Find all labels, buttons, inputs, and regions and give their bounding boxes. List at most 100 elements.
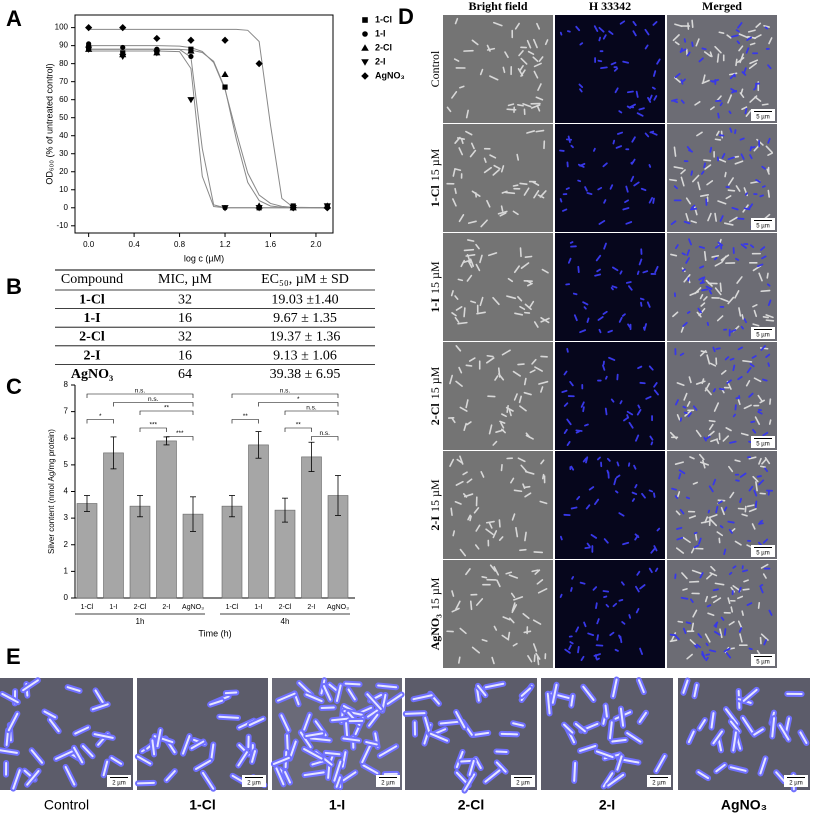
bacterium: [680, 79, 684, 85]
significance-bracket: n.s.: [113, 396, 194, 407]
bacterium: [606, 457, 611, 462]
bacterium: [492, 296, 500, 306]
bacterium: [694, 644, 698, 649]
bacterium: [731, 34, 739, 38]
bacterium: [703, 162, 707, 169]
bacterium: [517, 457, 526, 463]
bacterium: [697, 771, 710, 780]
bacterium: [597, 456, 601, 461]
bacterium: [683, 392, 688, 401]
bacterium: [718, 387, 725, 391]
marker: [221, 205, 229, 212]
bacterium: [759, 584, 764, 588]
bacterium: [727, 94, 733, 104]
row-label: 2-I 15 µM: [428, 479, 442, 531]
bacterium: [619, 635, 623, 644]
bacterium: [682, 679, 689, 694]
x-tick-label: 1.6: [265, 240, 277, 249]
bacterium: [759, 519, 764, 523]
bacterium: [723, 506, 728, 512]
bacterium: [333, 760, 342, 782]
bacterium: [654, 567, 659, 572]
bacterium: [708, 485, 714, 493]
bacterium: [701, 288, 709, 292]
row-concentration: 15 µM: [428, 366, 442, 399]
bar: [248, 444, 269, 599]
marker: [187, 97, 195, 104]
bacterium: [727, 296, 735, 305]
significance-bracket: ***: [139, 422, 167, 432]
bacterium: [729, 72, 738, 76]
y-tick-label: 60: [59, 95, 68, 104]
bacterium: [515, 526, 519, 538]
bacterium: [775, 771, 786, 783]
bacterium: [594, 498, 600, 506]
bacterium: [705, 653, 710, 656]
significance-label: *: [99, 413, 102, 420]
bacterium: [762, 316, 769, 319]
marker: [119, 53, 127, 61]
bacterium: [347, 688, 356, 701]
bacterium: [501, 190, 508, 194]
bacterium: [627, 462, 631, 467]
bacterium: [618, 110, 623, 114]
micrograph: 2 µm: [402, 678, 537, 794]
bacterium: [586, 317, 590, 323]
bacterium: [639, 647, 644, 655]
error-bar: [190, 496, 196, 532]
bacterium: [467, 239, 475, 242]
bacterium: [523, 187, 530, 196]
bacterium: [638, 107, 645, 111]
micrograph-background: [443, 124, 553, 232]
bacterium: [738, 627, 743, 633]
bacterium: [541, 268, 549, 274]
bacterium: [682, 536, 691, 544]
bacterium: [652, 21, 658, 26]
bacterium: [648, 197, 654, 204]
bacterium: [778, 724, 790, 741]
bacterium: [523, 630, 532, 634]
bacterium: [647, 96, 652, 103]
bacterium: [632, 20, 637, 27]
bacterium: [506, 108, 517, 111]
bacterium: [512, 370, 521, 377]
error-bar: [308, 441, 315, 472]
bacterium: [748, 508, 757, 513]
bacterium: [492, 440, 498, 446]
bacterium: [540, 459, 545, 465]
bacterium: [713, 256, 718, 261]
bacterium: [574, 722, 586, 733]
bacterium: [644, 28, 650, 36]
bacterium: [690, 546, 696, 554]
bacterium: [676, 491, 681, 498]
bacterium: [540, 386, 544, 393]
bacterium: [465, 399, 469, 409]
bacterium: [309, 737, 331, 742]
bacterium: [713, 630, 721, 636]
bacterium: [725, 427, 732, 432]
bacterium: [644, 132, 650, 138]
bacterium: [511, 513, 516, 521]
bacterium: [572, 292, 578, 296]
bacterium: [712, 346, 716, 353]
y-tick-label: 7: [64, 407, 69, 416]
bacterium: [520, 57, 528, 65]
bacterium: [582, 457, 587, 463]
y-tick-label: 40: [59, 131, 68, 140]
bacterium: [734, 129, 737, 134]
bacterium: [597, 316, 604, 321]
bacterium: [481, 576, 488, 579]
micrograph: 2 µm: [0, 677, 133, 792]
bacterium: [737, 22, 743, 29]
marker: [85, 24, 93, 32]
bacterium: [674, 461, 684, 465]
bacterium: [714, 287, 722, 296]
error-bar: [137, 495, 143, 518]
table-header: Compound: [61, 272, 123, 287]
bacterium: [748, 485, 754, 492]
bacterium: [752, 428, 757, 434]
bacterium: [760, 345, 766, 351]
micrograph: [443, 342, 553, 450]
bacterium: [513, 265, 520, 274]
bacterium: [728, 571, 733, 576]
